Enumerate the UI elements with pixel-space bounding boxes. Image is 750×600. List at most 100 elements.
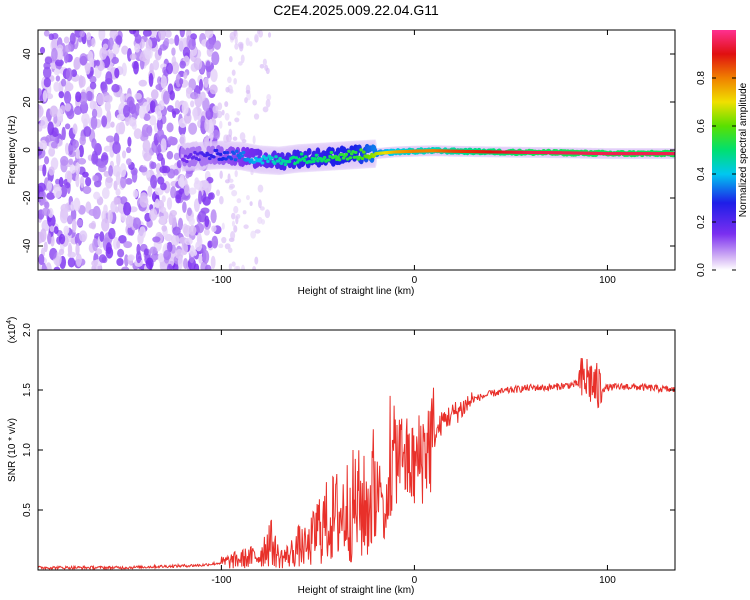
noise-blob	[170, 186, 177, 199]
noise-blob	[259, 64, 265, 69]
noise-blob	[183, 71, 188, 80]
noise-blob	[233, 77, 237, 85]
noise-blob	[67, 257, 76, 268]
noise-blob	[188, 38, 196, 51]
noise-blob	[46, 180, 53, 192]
noise-blob	[38, 104, 44, 118]
noise-blob	[38, 182, 46, 192]
noise-blob	[252, 99, 257, 106]
noise-blob	[234, 265, 239, 270]
x-tick-label: 0	[412, 575, 418, 586]
noise-blob	[133, 60, 139, 75]
noise-blob	[216, 110, 223, 119]
noise-blob	[228, 263, 232, 270]
trace-core	[260, 161, 265, 165]
noise-blob	[92, 175, 99, 182]
trace-core	[222, 151, 227, 155]
noise-blob	[105, 177, 113, 184]
noise-blob	[160, 138, 167, 153]
noise-blob	[211, 51, 220, 66]
noise-blob	[132, 189, 139, 199]
y-tick-label: -20	[22, 190, 33, 205]
noise-blob	[142, 139, 151, 153]
trace-core	[357, 155, 362, 159]
noise-blob	[75, 253, 82, 267]
noise-blob	[160, 75, 167, 89]
spectrogram-panel: -100 0 100 -40 -20 0 20 40 Height of straight l…	[7, 29, 676, 297]
trace-core	[312, 159, 316, 163]
noise-blob	[107, 209, 113, 224]
colorbar-tick-label: 0.0	[696, 263, 707, 277]
trace-core	[293, 162, 297, 166]
noise-blob	[252, 135, 256, 145]
noise-blob	[204, 30, 214, 39]
noise-blob	[61, 126, 66, 141]
trace-core	[279, 161, 284, 165]
noise-blob	[47, 213, 56, 228]
noise-blob	[254, 229, 261, 234]
noise-blob	[152, 59, 160, 71]
trace-core	[189, 152, 193, 157]
noise-blob	[105, 135, 115, 143]
trace-core	[233, 158, 238, 162]
noise-blob	[210, 68, 218, 83]
noise-blob	[149, 246, 157, 255]
noise-blob	[103, 204, 108, 214]
noise-blob	[64, 142, 70, 155]
trace-core	[278, 156, 282, 161]
noise-blob	[257, 30, 261, 35]
noise-blob	[234, 170, 238, 178]
trace-core	[240, 154, 245, 158]
noise-blob	[64, 80, 72, 93]
noise-blob	[248, 41, 253, 47]
noise-blob	[112, 141, 121, 155]
noise-blob	[101, 218, 110, 232]
noise-blob	[123, 201, 132, 216]
noise-blob	[181, 241, 189, 256]
noise-blob	[138, 166, 148, 173]
noise-blob	[60, 78, 67, 87]
noise-blob	[64, 103, 72, 112]
noise-blob	[171, 61, 180, 75]
trace-outer	[196, 145, 202, 153]
noise-blob	[182, 201, 187, 213]
noise-blob	[166, 263, 173, 270]
trace-outer	[218, 146, 224, 154]
noise-blob	[189, 100, 195, 108]
noise-blob	[235, 213, 241, 219]
noise-blob	[58, 91, 65, 99]
noise-blob	[227, 247, 232, 253]
noise-blob	[243, 224, 249, 229]
noise-blob	[249, 201, 253, 206]
noise-blob	[75, 243, 80, 256]
noise-blob	[143, 113, 151, 121]
noise-blob	[221, 109, 225, 116]
spectrogram-ylabel: Frequency (Hz)	[7, 116, 18, 185]
trace-core	[183, 154, 188, 158]
noise-blob	[208, 118, 213, 133]
noise-blob	[119, 92, 125, 104]
trace-core	[207, 156, 212, 161]
trace-core	[294, 156, 299, 160]
noise-blob	[225, 86, 230, 93]
noise-blob	[126, 96, 135, 108]
noise-blob	[179, 78, 184, 85]
noise-blob	[143, 152, 152, 162]
noise-blob	[79, 91, 88, 105]
noise-blob	[110, 121, 115, 128]
noise-blob	[131, 169, 138, 183]
noise-blob	[234, 43, 239, 50]
noise-blob	[63, 51, 69, 64]
noise-blob	[70, 201, 76, 211]
noise-blob	[129, 30, 137, 35]
noise-blob	[101, 82, 108, 95]
trace-core	[359, 148, 363, 152]
noise-blob	[108, 37, 114, 50]
snr-line	[38, 357, 675, 570]
noise-blob	[103, 170, 110, 177]
noise-blob	[149, 115, 157, 126]
y-tick-label: 20	[22, 96, 33, 108]
colorbar-gradient	[712, 30, 736, 270]
trace-core	[322, 155, 327, 160]
